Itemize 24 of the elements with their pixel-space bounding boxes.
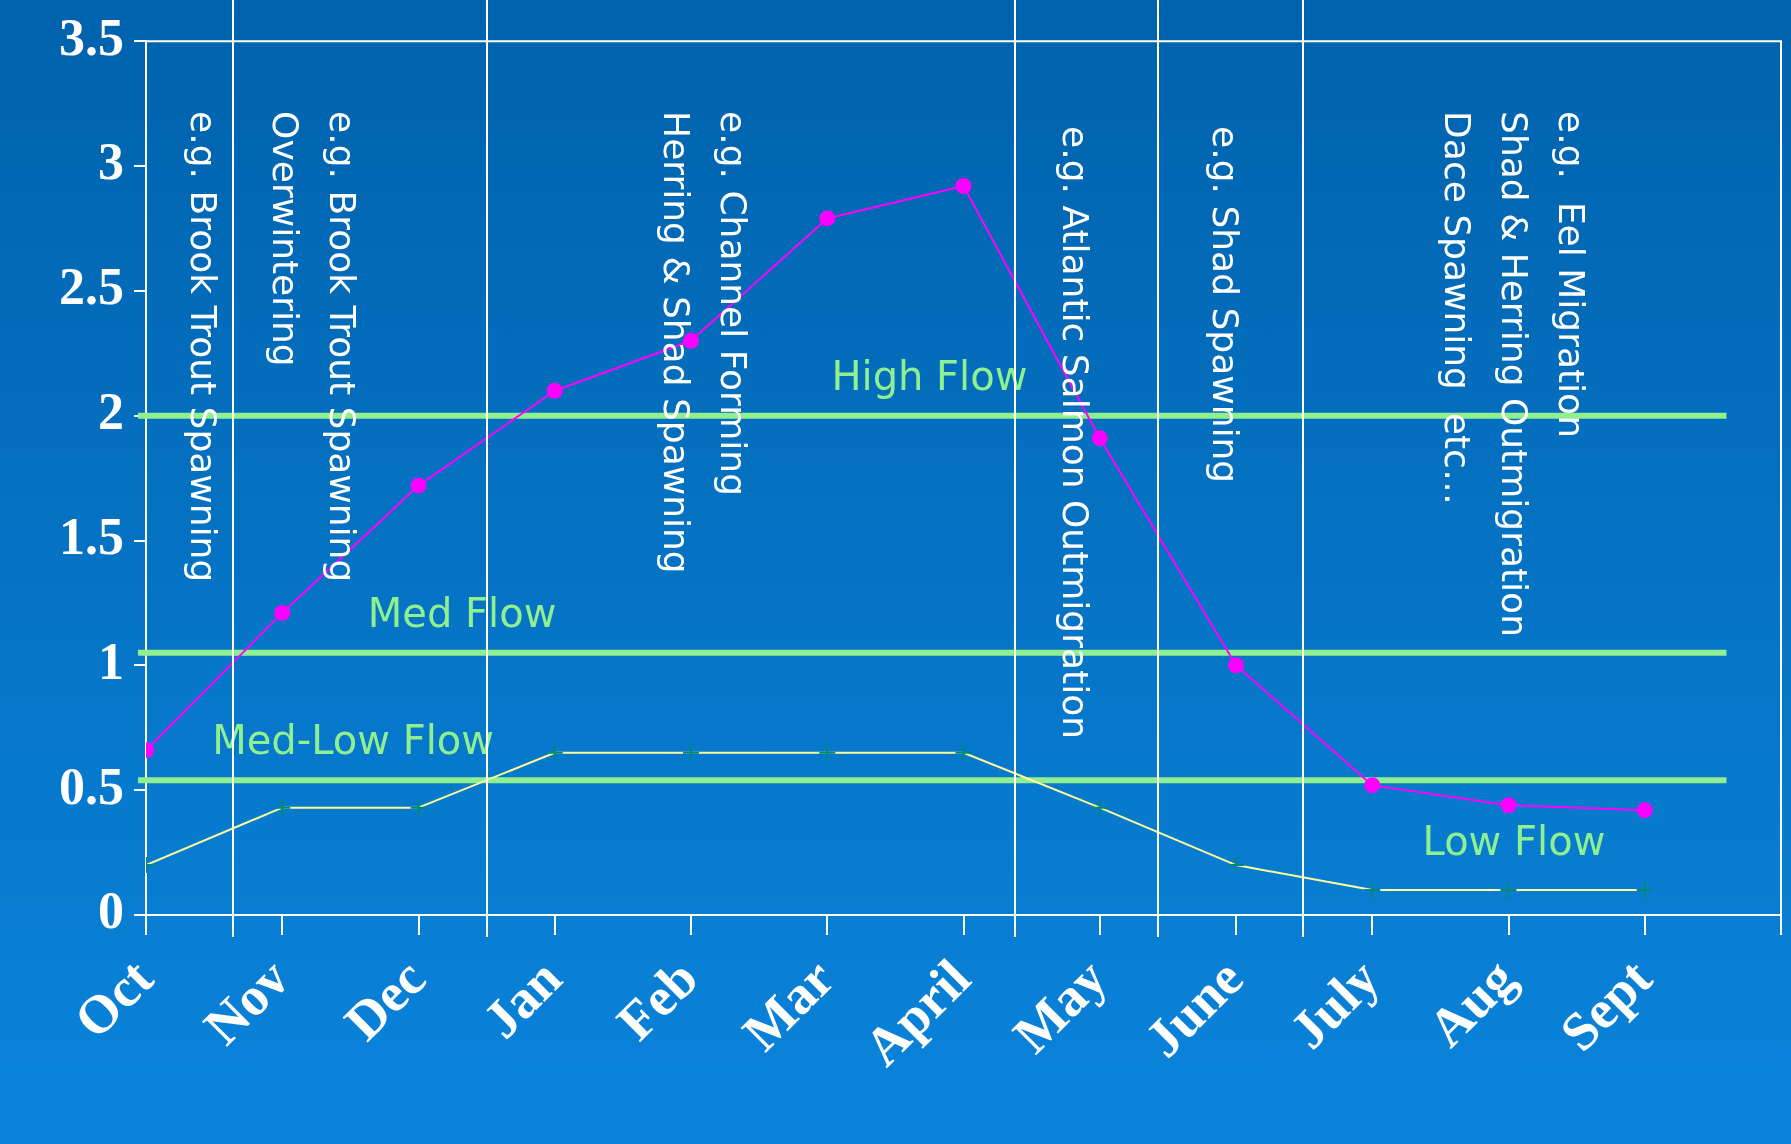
annotation: e.g. Shad Spawning [1205,126,1247,484]
annotation: e.g. Brook Trout Spawning [183,111,225,583]
annotation: e.g. Atlantic Salmon Outmigration [1055,126,1097,740]
y-tick-label: 2.5 [59,258,124,316]
x-tick-label: May [1001,947,1119,1065]
x-tick-label: June [1133,947,1255,1069]
annotation: Low Flow [1422,818,1606,865]
x-tick-label: Oct [62,947,165,1050]
y-tick-label: 3.5 [59,8,124,66]
y-tick-label: 1 [98,632,124,690]
x-tick-label: Mar [731,947,846,1063]
y-tick-label: 1.5 [59,507,124,565]
x-tick-label: Dec [332,947,437,1052]
y-tick-label: 0.5 [59,757,124,815]
x-tick-label: Aug [1416,947,1527,1059]
x-tick-label: Jan [471,947,574,1050]
y-tick-label: 3 [98,133,124,191]
x-tick-label: Nov [192,947,301,1057]
x-tick-label: Sept [1548,947,1664,1063]
x-tick-label: July [1278,947,1391,1061]
y-tick-label: 2 [98,383,124,441]
x-tick-label: Feb [605,947,710,1052]
annotation: e.g. Eel Migration Shad & Herring Outmigration Dace Spawning etc… [1437,111,1593,637]
y-tick-label: 0 [98,882,124,940]
